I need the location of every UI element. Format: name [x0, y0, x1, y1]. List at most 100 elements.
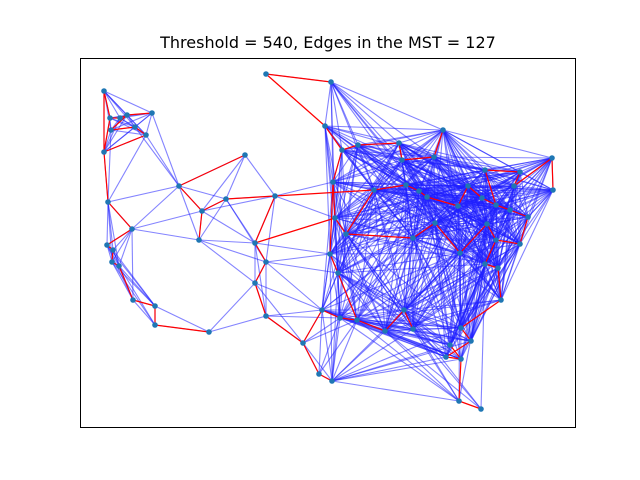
- graph-edge: [118, 265, 156, 307]
- graph-edge: [356, 237, 414, 321]
- graph-edge: [111, 261, 134, 301]
- graph-node: [382, 328, 388, 334]
- graph-node: [479, 195, 485, 201]
- graph-node: [424, 194, 430, 200]
- graph-node: [300, 340, 306, 346]
- graph-edge: [198, 239, 256, 244]
- graph-edge: [484, 157, 553, 171]
- graph-edge: [519, 157, 553, 173]
- mst-edge: [398, 142, 403, 161]
- mst-edge: [329, 181, 334, 255]
- graph-node: [101, 149, 107, 155]
- graph-edge: [484, 223, 488, 265]
- graph-edge: [274, 181, 334, 197]
- graph-edge: [265, 261, 323, 311]
- graph-edge: [445, 267, 499, 358]
- mst-edge: [126, 112, 153, 116]
- graph-node: [329, 378, 335, 384]
- graph-node: [328, 79, 334, 85]
- graph-edge: [201, 195, 276, 212]
- graph-node: [132, 124, 138, 130]
- graph-edge: [433, 156, 515, 187]
- mst-edge: [110, 114, 128, 131]
- mst-edge: [254, 261, 267, 284]
- graph-edge: [198, 239, 256, 284]
- mst-edge: [497, 267, 502, 301]
- graph-node: [101, 88, 107, 94]
- graph-edge: [198, 198, 227, 241]
- graph-edge: [398, 142, 486, 171]
- graph-node: [107, 115, 113, 121]
- mst-edge: [445, 340, 472, 358]
- graph-edge: [373, 189, 436, 224]
- graph-node: [335, 270, 341, 276]
- graph-edge: [484, 169, 511, 211]
- mst-edge: [329, 253, 339, 274]
- graph-edge: [106, 201, 109, 246]
- graph-edge: [254, 282, 323, 311]
- mst-edge: [401, 156, 435, 161]
- graph-edge: [500, 243, 521, 301]
- graph-edge: [329, 253, 341, 319]
- mst-edge: [324, 125, 343, 151]
- mst-edge: [265, 315, 304, 344]
- mst-edge: [321, 309, 341, 319]
- graph-edge: [324, 125, 444, 131]
- graph-node: [117, 115, 123, 121]
- graph-node: [130, 297, 136, 303]
- graph-edge: [151, 112, 180, 187]
- graph-edge: [412, 328, 451, 346]
- mst-edge: [426, 196, 459, 207]
- graph-node: [482, 261, 488, 267]
- graph-edge: [178, 185, 227, 200]
- graph-edge: [480, 263, 486, 410]
- mst-edge: [103, 117, 111, 153]
- graph-edge: [265, 195, 276, 263]
- graph-edge: [337, 184, 407, 274]
- graph-edge: [497, 157, 553, 269]
- graph-edge: [412, 237, 447, 358]
- graph-node: [484, 221, 490, 227]
- graph-node: [332, 215, 338, 221]
- graph-node: [110, 247, 116, 253]
- graph-edge: [331, 356, 447, 382]
- mst-edge: [110, 126, 136, 131]
- graph-edge: [332, 181, 347, 235]
- graph-edge: [497, 243, 521, 269]
- graph-edge: [131, 228, 200, 241]
- graph-node: [109, 259, 115, 265]
- graph-edge: [457, 205, 462, 329]
- mst-edge: [254, 282, 267, 317]
- mst-edge: [118, 265, 134, 301]
- graph-node: [322, 123, 328, 129]
- graph-edge: [497, 189, 554, 269]
- graph-edge: [337, 222, 436, 274]
- graph-edge: [265, 315, 341, 319]
- edge-layer: [103, 73, 554, 410]
- node-layer: [101, 71, 556, 412]
- graph-edge: [356, 319, 451, 346]
- graph-node: [550, 187, 556, 193]
- graph-edge: [110, 112, 153, 131]
- graph-edge: [103, 90, 153, 114]
- graph-node: [399, 157, 405, 163]
- chart-title: Threshold = 540, Edges in the MST = 127: [160, 33, 496, 52]
- graph-edge: [254, 282, 304, 344]
- graph-edge: [265, 253, 331, 263]
- graph-edge: [449, 252, 461, 346]
- mst-edge: [486, 223, 497, 241]
- graph-edge: [403, 309, 447, 358]
- graph-edge: [145, 112, 153, 136]
- graph-edge: [331, 380, 460, 402]
- graph-edge: [337, 272, 386, 332]
- graph-node: [517, 169, 523, 175]
- graph-edge: [449, 205, 459, 346]
- graph-edge: [495, 216, 529, 241]
- graph-node: [327, 251, 333, 257]
- graph-edge: [178, 185, 200, 241]
- graph-edge: [401, 129, 444, 161]
- graph-edge: [109, 117, 147, 136]
- mst-edge: [484, 169, 521, 173]
- graph-node: [104, 242, 110, 248]
- graph-node: [447, 342, 453, 348]
